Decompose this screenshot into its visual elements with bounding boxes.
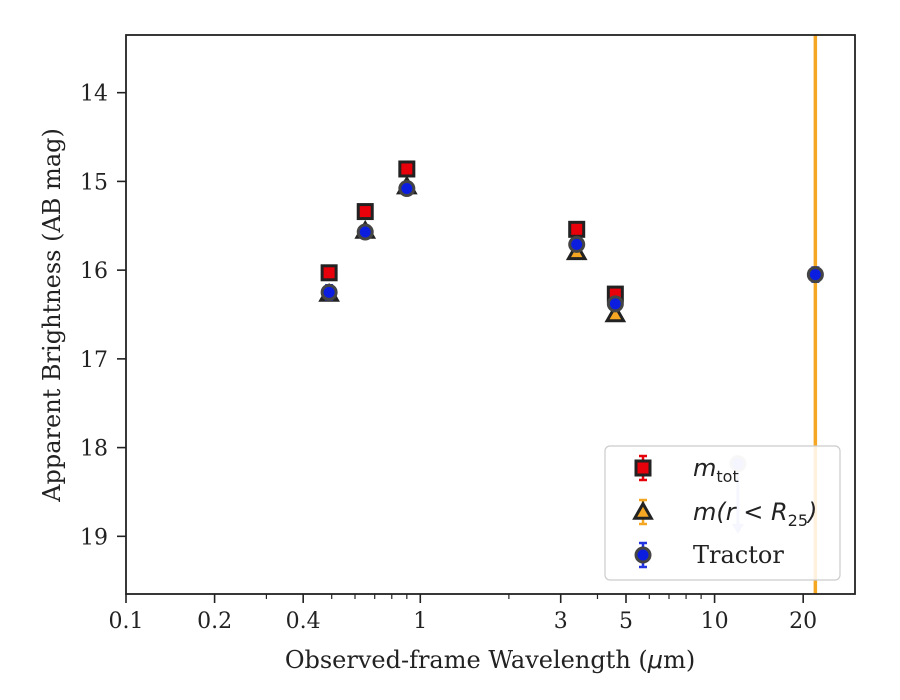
y-tick-label: 17 (80, 348, 108, 373)
data-point-tractor (606, 295, 624, 313)
data-point-mtot (398, 160, 416, 178)
x-tick-label: 0.2 (197, 609, 232, 634)
legend-entry-tractor: Tractor (634, 541, 784, 569)
plot-frame (125, 34, 856, 595)
data-point-tractor (568, 235, 586, 253)
x-tick-label: 20 (789, 609, 817, 634)
axes-layer: 0.1 0.2 0.4 1 3 5 10 20 14 15 16 17 18 19 (80, 82, 817, 634)
x-tick-label: 0.1 (109, 609, 144, 634)
y-tick-label: 15 (80, 170, 108, 195)
x-tick-label: 5 (619, 609, 633, 634)
data-point-mr25 (604, 303, 627, 323)
legend-label-mr25: m(r < R25) (693, 498, 817, 530)
legend-marker-mr25 (632, 500, 654, 520)
y-tick-label: 19 (80, 525, 108, 550)
data-point-tractor (320, 283, 338, 301)
data-point-mtot (320, 264, 338, 282)
x-tick-label: 0.4 (286, 609, 321, 634)
data-point-tractor (398, 180, 416, 198)
x-axis-label: Observed-frame Wavelength (μm) (285, 646, 695, 674)
legend-marker-tractor (634, 546, 652, 564)
data-point-tractor (806, 266, 824, 284)
series-mtot (320, 160, 624, 303)
x-tick-label: 3 (554, 609, 568, 634)
y-tick-label: 18 (80, 437, 108, 462)
x-tick-label: 10 (701, 609, 729, 634)
y-tick-label: 16 (80, 259, 108, 284)
y-axis-label: Apparent Brightness (AB mag) (38, 128, 66, 503)
legend-label-mtot: mtot (693, 454, 739, 486)
legend: mtot m(r < R25) Tractor (604, 445, 841, 581)
data-point-tractor (356, 223, 374, 241)
x-tick-label: 1 (413, 609, 427, 634)
legend-label-tractor: Tractor (693, 541, 784, 569)
data-point-mtot (356, 203, 374, 221)
legend-entry-mr25: m(r < R25) (632, 498, 817, 530)
data-point-mtot (568, 220, 586, 238)
legend-box (604, 445, 841, 581)
legend-marker-mtot (634, 459, 652, 477)
y-tick-label: 14 (80, 82, 108, 107)
legend-entry-mtot: mtot (634, 454, 739, 486)
